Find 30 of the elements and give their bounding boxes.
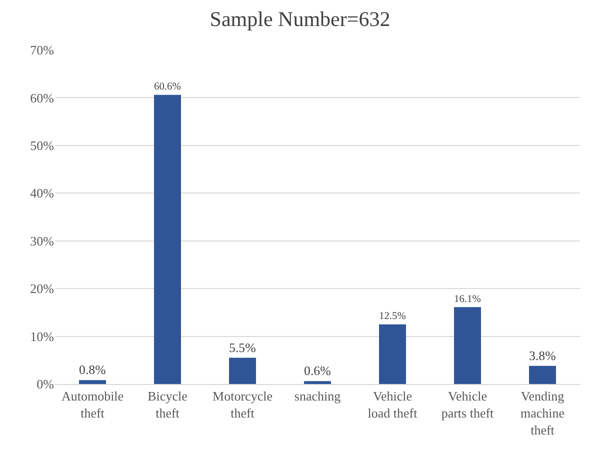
x-tick-label: Vehicle load theft (368, 388, 418, 420)
y-tick-label: 20% (30, 281, 54, 296)
data-label: 0.6% (304, 364, 332, 378)
data-label: 0.8% (79, 363, 106, 378)
bar (529, 366, 556, 384)
x-tick-label: snaching (294, 388, 342, 404)
x-tick-label: Vehicle parts theft (441, 388, 494, 420)
y-tick-label: 30% (30, 233, 54, 248)
x-tick-label: Bicycle theft (148, 388, 188, 420)
x-tick-label: Automobile theft (61, 388, 124, 420)
data-label: 16.1% (454, 294, 482, 305)
data-label: 60.6% (154, 81, 182, 92)
y-tick-label: 70% (30, 42, 54, 58)
bar (154, 94, 181, 384)
bar (304, 381, 331, 384)
data-label: 3.8% (529, 348, 556, 363)
bar (379, 324, 406, 384)
data-label: 5.5% (229, 340, 256, 355)
data-label: 12.5% (379, 310, 406, 322)
y-tick-label: 60% (30, 90, 54, 106)
y-tick-label: 40% (30, 186, 54, 201)
chart-title: Sample Number=632 (210, 7, 390, 32)
bar (454, 307, 481, 384)
bar (229, 358, 256, 384)
x-tick-label: Vending machine theft (520, 388, 565, 438)
y-tick-label: 50% (30, 138, 54, 153)
y-tick-label: 0% (36, 376, 54, 392)
y-tick-label: 10% (30, 328, 54, 344)
bar (79, 380, 106, 384)
x-tick-label: Motorcycle theft (212, 388, 273, 420)
